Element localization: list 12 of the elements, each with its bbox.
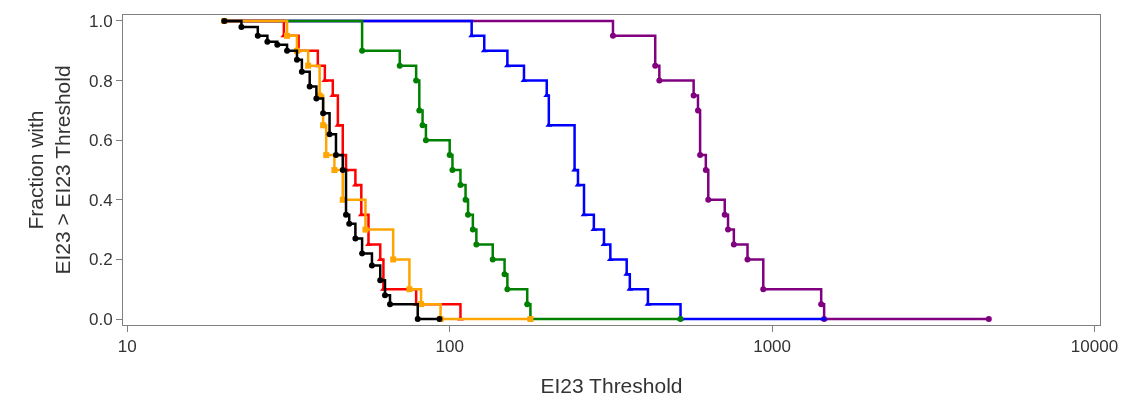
y-tick-label: 0.4 <box>88 190 113 210</box>
y-tick-label: 0.0 <box>88 309 113 329</box>
x-axis-title: EI23 Threshold <box>540 373 683 397</box>
y-axis-title: Fraction with EI23 > EI23 Threshold <box>23 65 75 275</box>
y-tick-label: 0.8 <box>88 71 113 91</box>
y-tick-label: 1.0 <box>88 11 113 31</box>
x-tick-label: 10 <box>117 337 137 357</box>
y-tick-label: 0.2 <box>88 250 113 270</box>
y-tick-label: 0.6 <box>88 131 113 151</box>
x-tick-label: 100 <box>435 337 464 357</box>
x-tick-label: 10000 <box>1070 337 1119 357</box>
x-tick-label: 1000 <box>753 337 791 357</box>
